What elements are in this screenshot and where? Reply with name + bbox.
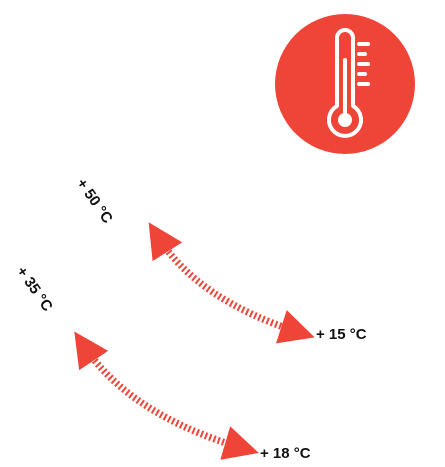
- min-temperature-label: + 15 °C: [316, 326, 367, 343]
- range-arrow-top: [148, 222, 315, 344]
- min-temperature-label: + 18 °C: [260, 445, 311, 462]
- thermometer-icon: [275, 14, 415, 154]
- range-arrow-bottom: [74, 331, 259, 460]
- thermometer-badge: [275, 14, 415, 154]
